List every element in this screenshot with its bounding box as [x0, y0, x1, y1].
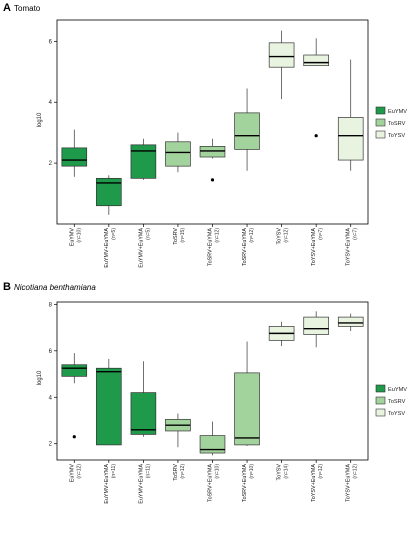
panel-b-category-label-1: EuYMV+EuYMA	[104, 464, 110, 504]
panel-b-box-0	[61, 364, 88, 377]
panel-a-category-n-2: (n=5)	[145, 228, 151, 240]
panel-b-category-n-6: (n=14)	[284, 464, 290, 479]
panel-a-category-label-6: ToYSV	[277, 228, 283, 245]
panel-b-y-tick-label-2: 6	[49, 349, 53, 355]
panel-a-title: Tomato	[14, 4, 41, 13]
panel-b-category-n-2: (n=11)	[145, 464, 151, 479]
panel-b-category-n-3: (n=12)	[180, 464, 186, 479]
panel-a-box-0	[61, 147, 88, 167]
panel-b-category-n-0: (n=12)	[76, 464, 82, 479]
panel-b-box-0-outlier-0	[72, 435, 76, 439]
panel-b-category-label-0: EuYMV	[69, 464, 75, 483]
panel-b-legend-label-1: ToSRV	[388, 399, 406, 405]
panel-b-ylabel: log10	[37, 370, 43, 385]
panel-a-box-4	[199, 146, 226, 158]
panel-a-y-tick-label-2: 6	[49, 39, 53, 45]
panel-b-category-label-4: ToSRV+EuYMA	[208, 464, 214, 503]
panel-b-letter: B	[3, 281, 11, 293]
panel-a-category-label-8: ToYSV+EuYMA	[346, 228, 352, 266]
panel-a-y-tick-label-0: 2	[49, 161, 53, 167]
panel-b-y-tick-label-1: 4	[49, 395, 53, 401]
panel-b-legend-swatch-2	[375, 408, 386, 417]
panel-b-box-8	[337, 316, 364, 327]
panel-a-legend-swatch-0	[375, 106, 386, 115]
panel-a-category-n-7: (n=7)	[318, 228, 324, 240]
panel-b-title: Nicotiana benthamiana	[14, 283, 96, 292]
panel-a-category-label-1: EuYMV+EuYMA	[104, 228, 110, 268]
panel-a-category-label-4: ToSRV+EuYMA	[208, 228, 214, 267]
panel-a-box-8	[337, 117, 364, 161]
panel-a-category-label-2: EuYMV+EuYMA	[138, 228, 144, 268]
panel-a-box-4-outlier-0	[210, 178, 215, 182]
panel-a-legend-swatch-1	[375, 118, 386, 127]
panel-a-category-label-5: ToSRV+EuYMA	[242, 228, 248, 267]
panel-b-box-5	[234, 372, 260, 446]
panel-b-category-label-5: ToSRV+EuYMA	[242, 464, 248, 503]
panel-b-category-n-1: (n=11)	[111, 464, 117, 479]
panel-a-category-n-0: (n=10)	[76, 228, 82, 243]
panel-a-category-label-3: ToSRV	[173, 228, 179, 245]
panel-a-category-label-7: ToYSV+EuYMA	[311, 228, 317, 266]
panel-b-legend-swatch-0	[375, 384, 386, 393]
panel-b-category-n-5: (n=10)	[249, 464, 255, 479]
panel-b-legend-label-2: ToYSV	[388, 411, 405, 417]
panel-a-ylabel: log10	[37, 112, 43, 127]
panel-b-category-label-6: ToYSV	[277, 464, 283, 481]
panel-a-box-3	[165, 141, 191, 167]
panel-b-category-n-4: (n=10)	[215, 464, 221, 479]
panel-b-box-1	[96, 367, 122, 446]
panel-b-category-label-8: ToYSV+EuYMA	[346, 464, 352, 502]
panel-a-letter: A	[3, 2, 11, 14]
panel-a-box-7-outlier-0	[314, 134, 318, 138]
panel-b-box-7	[303, 316, 329, 335]
panel-b-y-tick-label-0: 2	[49, 442, 53, 448]
panel-a-legend-label-2: ToYSV	[388, 133, 405, 139]
panel-b-legend-swatch-1	[375, 396, 386, 405]
panel-a-legend-swatch-2	[375, 130, 386, 139]
panel-a-y-tick-label-1: 4	[49, 100, 53, 106]
panel-a-category-n-4: (n=12)	[215, 228, 221, 243]
panel-a-category-n-5: (n=12)	[249, 228, 255, 243]
panel-a-box-2	[130, 144, 157, 179]
panel-b-category-n-8: (n=12)	[353, 464, 359, 479]
panel-a-box-6	[268, 42, 295, 68]
panel-a-category-n-6: (n=12)	[284, 228, 290, 243]
panel-a-box-5	[234, 112, 260, 150]
panel-b-category-n-7: (n=12)	[318, 464, 324, 479]
panel-b-category-label-3: ToSRV	[173, 464, 179, 481]
panel-b-box-4	[199, 435, 226, 454]
panel-a-box-7	[303, 54, 329, 67]
panel-a-category-n-8: (n=7)	[353, 228, 359, 240]
panel-a-legend-label-1: ToSRV	[388, 121, 406, 127]
panel-b-legend-label-0: EuYMV	[388, 387, 407, 393]
panel-b-y-tick-label-3: 8	[49, 302, 53, 308]
panel-a-category-n-3: (n=15)	[180, 228, 186, 243]
panel-a-category-n-1: (n=5)	[111, 228, 117, 240]
panel-b-box-2	[130, 392, 157, 435]
panel-b-category-label-7: ToYSV+EuYMA	[311, 464, 317, 502]
panel-a-category-label-0: EuYMV	[69, 228, 75, 247]
panel-a-legend-label-0: EuYMV	[388, 109, 407, 115]
panel-b-category-label-2: EuYMV+EuYMA	[138, 464, 144, 504]
